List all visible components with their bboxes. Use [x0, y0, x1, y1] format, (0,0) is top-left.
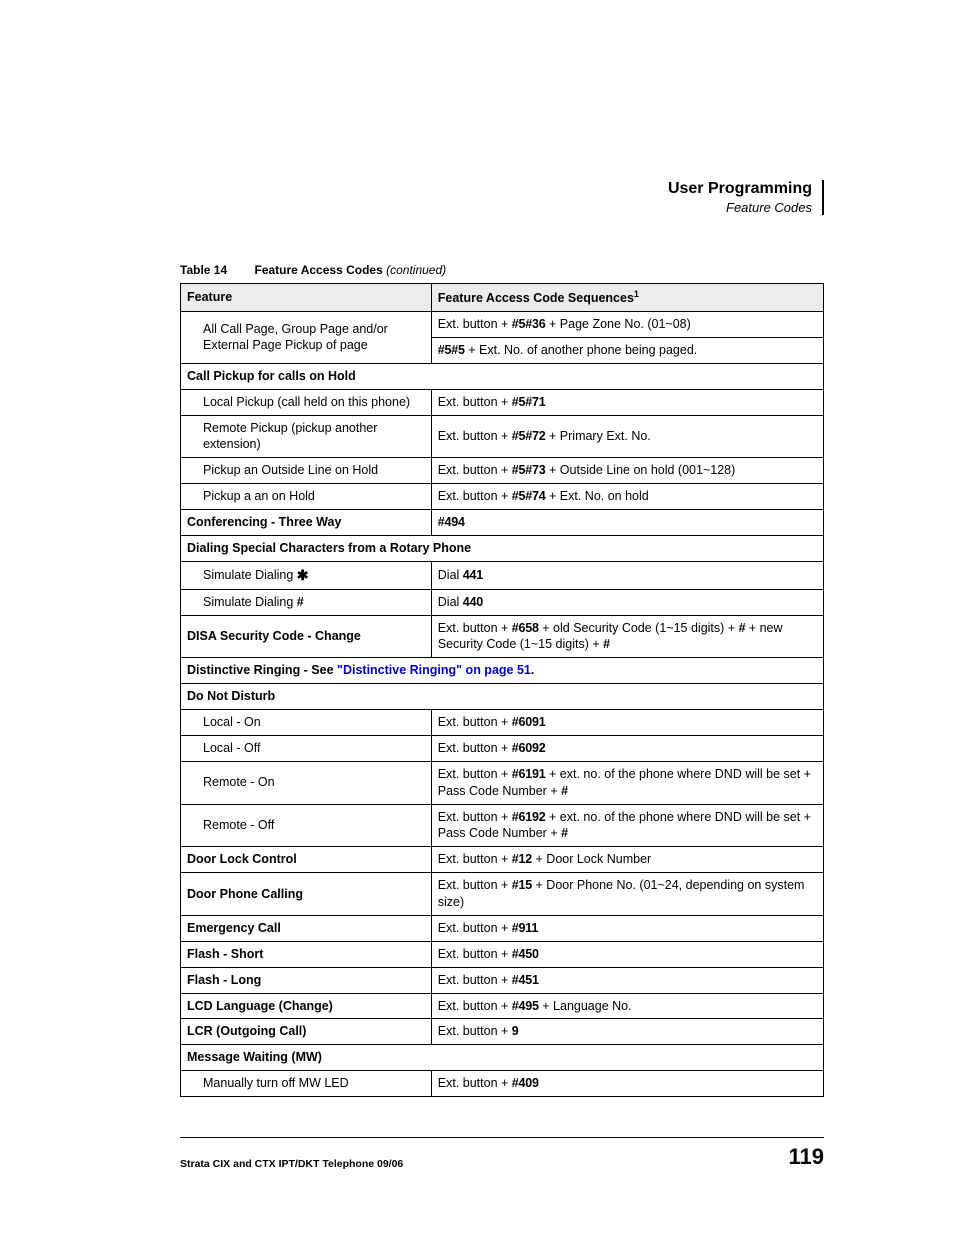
star-symbol: ✱	[297, 567, 309, 583]
table-row: Flash - Long Ext. button + #451	[181, 967, 824, 993]
sequence-cell: Ext. button + #6192 + ext. no. of the ph…	[431, 804, 823, 847]
table-row: Remote - Off Ext. button + #6192 + ext. …	[181, 804, 824, 847]
sequence-cell: Ext. button + #5#74 + Ext. No. on hold	[431, 484, 823, 510]
feature-cell: LCD Language (Change)	[181, 993, 432, 1019]
col-sequence: Feature Access Code Sequences1	[431, 284, 823, 312]
sequence-cell: Ext. button + #6092	[431, 735, 823, 761]
table-row: Door Phone Calling Ext. button + #15 + D…	[181, 873, 824, 916]
table-row: All Call Page, Group Page and/or Externa…	[181, 312, 824, 338]
sequence-cell: Ext. button + #6091	[431, 710, 823, 736]
page-footer: Strata CIX and CTX IPT/DKT Telephone 09/…	[180, 1137, 824, 1170]
col-feature: Feature	[181, 284, 432, 312]
feature-cell: Simulate Dialing #	[181, 589, 432, 615]
distinctive-ringing-link[interactable]: "Distinctive Ringing" on page 51	[337, 663, 531, 677]
table-row: Simulate Dialing # Dial 440	[181, 589, 824, 615]
sequence-cell: Ext. button + #495 + Language No.	[431, 993, 823, 1019]
table-caption: Table 14 Feature Access Codes (continued…	[180, 263, 824, 277]
feature-cell: Door Phone Calling	[181, 873, 432, 916]
section-title: User Programming	[180, 180, 812, 198]
table-row: LCR (Outgoing Call) Ext. button + 9	[181, 1019, 824, 1045]
feature-cell: Emergency Call	[181, 915, 432, 941]
sequence-cell: #494	[431, 510, 823, 536]
sequence-cell: Ext. button + #5#72 + Primary Ext. No.	[431, 415, 823, 458]
table-row: Flash - Short Ext. button + #450	[181, 941, 824, 967]
sequence-cell: Ext. button + #451	[431, 967, 823, 993]
feature-cell: Conferencing - Three Way	[181, 510, 432, 536]
table-row: Dialing Special Characters from a Rotary…	[181, 535, 824, 561]
table-row: Distinctive Ringing - See "Distinctive R…	[181, 658, 824, 684]
section-row: Dialing Special Characters from a Rotary…	[181, 535, 824, 561]
page-number: 119	[789, 1144, 825, 1170]
feature-cell: All Call Page, Group Page and/or Externa…	[181, 312, 432, 364]
section-subtitle: Feature Codes	[180, 200, 812, 215]
section-row: Message Waiting (MW)	[181, 1045, 824, 1071]
sequence-cell: Ext. button + #450	[431, 941, 823, 967]
sequence-cell: Ext. button + #911	[431, 915, 823, 941]
sequence-cell: Ext. button + #15 + Door Phone No. (01~2…	[431, 873, 823, 916]
sequence-cell: Ext. button + #658 + old Security Code (…	[431, 615, 823, 658]
table-title: Feature Access Codes	[254, 263, 382, 277]
table-row: Door Lock Control Ext. button + #12 + Do…	[181, 847, 824, 873]
sequence-cell: Ext. button + #5#71	[431, 389, 823, 415]
table-row: Call Pickup for calls on Hold	[181, 363, 824, 389]
feature-cell: Local Pickup (call held on this phone)	[181, 389, 432, 415]
table-row: Local - Off Ext. button + #6092	[181, 735, 824, 761]
table-row: Do Not Disturb	[181, 684, 824, 710]
sequence-cell: Ext. button + #409	[431, 1071, 823, 1097]
feature-cell: Local - On	[181, 710, 432, 736]
table-row: Remote Pickup (pickup another extension)…	[181, 415, 824, 458]
feature-cell: Remote Pickup (pickup another extension)	[181, 415, 432, 458]
table-row: Conferencing - Three Way #494	[181, 510, 824, 536]
feature-codes-table: Feature Feature Access Code Sequences1 A…	[180, 283, 824, 1097]
sequence-cell: Ext. button + #5#36 + Page Zone No. (01~…	[431, 312, 823, 338]
table-row: Manually turn off MW LED Ext. button + #…	[181, 1071, 824, 1097]
feature-cell: Door Lock Control	[181, 847, 432, 873]
sequence-cell: #5#5 + Ext. No. of another phone being p…	[431, 337, 823, 363]
section-row: Distinctive Ringing - See "Distinctive R…	[181, 658, 824, 684]
sequence-cell: Dial 440	[431, 589, 823, 615]
feature-cell: Flash - Short	[181, 941, 432, 967]
sequence-cell: Dial 441	[431, 561, 823, 589]
table-row: Message Waiting (MW)	[181, 1045, 824, 1071]
section-row: Call Pickup for calls on Hold	[181, 363, 824, 389]
feature-cell: Simulate Dialing ✱	[181, 561, 432, 589]
feature-cell: DISA Security Code - Change	[181, 615, 432, 658]
table-row: DISA Security Code - Change Ext. button …	[181, 615, 824, 658]
table-row: Local - On Ext. button + #6091	[181, 710, 824, 736]
sequence-cell: Ext. button + #6191 + ext. no. of the ph…	[431, 761, 823, 804]
table-header-row: Feature Feature Access Code Sequences1	[181, 284, 824, 312]
footer-doc-title: Strata CIX and CTX IPT/DKT Telephone 09/…	[180, 1158, 403, 1170]
table-row: Remote - On Ext. button + #6191 + ext. n…	[181, 761, 824, 804]
hash-symbol: #	[297, 595, 304, 609]
sequence-cell: Ext. button + #5#73 + Outside Line on ho…	[431, 458, 823, 484]
table-row: Emergency Call Ext. button + #911	[181, 915, 824, 941]
feature-cell: LCR (Outgoing Call)	[181, 1019, 432, 1045]
feature-cell: Pickup a an on Hold	[181, 484, 432, 510]
table-row: Simulate Dialing ✱ Dial 441	[181, 561, 824, 589]
table-continued: (continued)	[386, 263, 446, 277]
feature-cell: Remote - On	[181, 761, 432, 804]
sequence-cell: Ext. button + #12 + Door Lock Number	[431, 847, 823, 873]
document-page: User Programming Feature Codes Table 14 …	[0, 0, 954, 1230]
feature-cell: Manually turn off MW LED	[181, 1071, 432, 1097]
feature-cell: Remote - Off	[181, 804, 432, 847]
page-header: User Programming Feature Codes	[180, 180, 824, 215]
section-row: Do Not Disturb	[181, 684, 824, 710]
table-row: LCD Language (Change) Ext. button + #495…	[181, 993, 824, 1019]
table-number: Table 14	[180, 263, 227, 277]
table-row: Local Pickup (call held on this phone) E…	[181, 389, 824, 415]
table-row: Pickup an Outside Line on Hold Ext. butt…	[181, 458, 824, 484]
feature-cell: Pickup an Outside Line on Hold	[181, 458, 432, 484]
feature-cell: Local - Off	[181, 735, 432, 761]
feature-cell: Flash - Long	[181, 967, 432, 993]
sequence-cell: Ext. button + 9	[431, 1019, 823, 1045]
table-row: Pickup a an on Hold Ext. button + #5#74 …	[181, 484, 824, 510]
